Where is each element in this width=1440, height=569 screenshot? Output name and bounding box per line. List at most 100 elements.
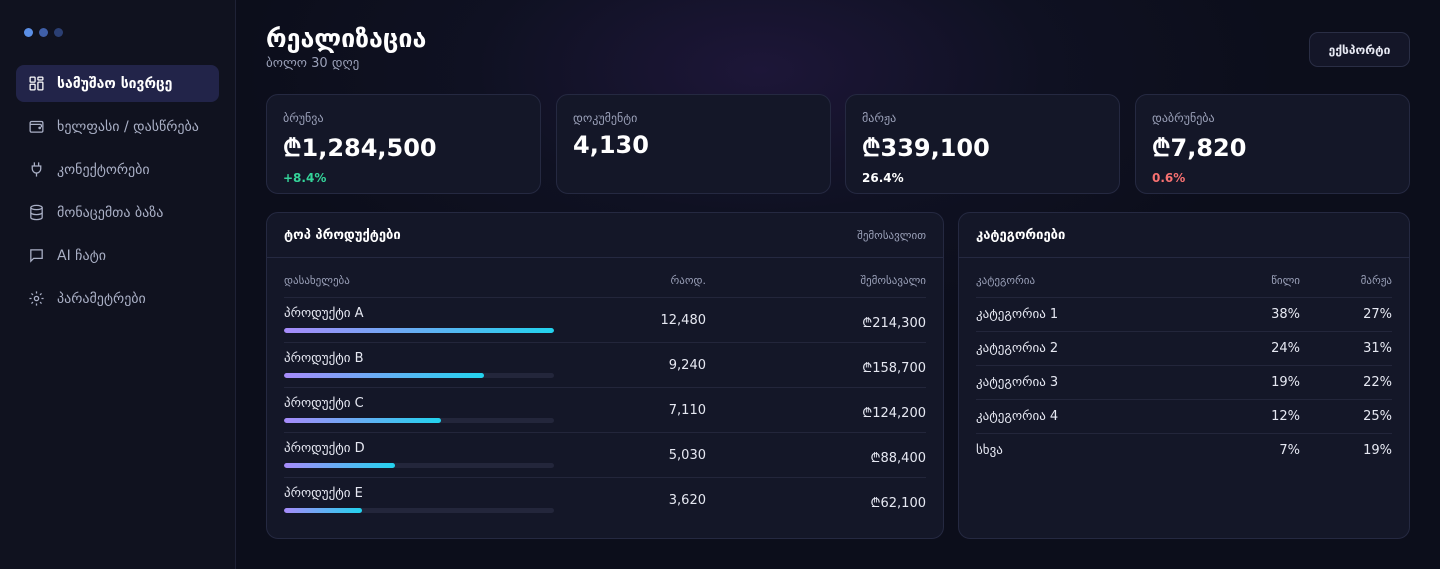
column-header-margin[interactable]: მარჟა [1360,274,1392,287]
top-products-panel: ტოპ პროდუქტები შემოსავლით დასახელება რაო… [266,212,944,539]
dot [54,28,63,37]
table-row[interactable]: პროდუქტი E 3,620 ₾62,100 [284,478,926,523]
share-bar [284,328,554,333]
share-bar-fill [284,508,363,513]
table-row[interactable]: კატეგორია 3 19% 22% [976,366,1392,400]
categories-panel: კატეგორიები კატეგორია წილი მარჟა კატეგორ… [958,212,1410,539]
category-share: 38% [1271,307,1300,322]
dot [24,28,33,37]
column-header-name[interactable]: დასახელება [284,274,350,287]
product-qty: 7,110 [668,403,706,418]
panel-header: ტოპ პროდუქტები შემოსავლით [267,213,943,258]
product-revenue: ₾62,100 [870,496,926,511]
category-name: კატეგორია 2 [976,341,1059,356]
sidebar-item-label: AI ჩატი [57,247,106,264]
kpi-label: მარჟა [862,111,897,125]
sidebar-item-workspace[interactable]: სამუშაო სივრცე [16,65,219,102]
product-qty: 9,240 [668,358,706,373]
product-revenue: ₾214,300 [862,316,926,331]
sidebar-item-database[interactable]: მონაცემთა ბაზა [16,194,219,231]
sidebar-item-payroll[interactable]: ხელფასი / დასწრება [16,108,219,145]
kpi-value: ₾339,100 [862,134,990,162]
share-bar [284,418,554,423]
column-header-qty[interactable]: რაოდ. [670,274,706,287]
sidebar-item-label: სამუშაო სივრცე [57,75,173,92]
sidebar-item-label: კონექტორები [57,161,150,178]
kpi-card-margin: მარჟა ₾339,100 26.4% [845,94,1120,194]
share-bar-fill [284,373,484,378]
table-row[interactable]: კატეგორია 2 24% 31% [976,332,1392,366]
panel-header: კატეგორიები [959,213,1409,258]
category-share: 12% [1271,409,1300,424]
column-header-share[interactable]: წილი [1271,274,1300,287]
table-row[interactable]: პროდუქტი B 9,240 ₾158,700 [284,343,926,388]
table-header: კატეგორია წილი მარჟა [976,258,1392,298]
sidebar-item-settings[interactable]: პარამეტრები [16,280,219,317]
kpi-label: დაბრუნება [1152,111,1215,125]
kpi-delta: 0.6% [1152,171,1186,185]
category-margin: 19% [1363,443,1392,458]
export-button[interactable]: ექსპორტი [1309,32,1410,67]
sidebar-item-label: პარამეტრები [57,290,146,307]
kpi-card-turnover: ბრუნვა ₾1,284,500 +8.4% [266,94,541,194]
sort-label[interactable]: შემოსავლით [857,228,926,242]
category-name: კატეგორია 4 [976,409,1059,424]
sidebar-item-connectors[interactable]: კონექტორები [16,151,219,188]
share-bar-fill [284,418,441,423]
product-qty: 3,620 [668,493,706,508]
table-row[interactable]: კატეგორია 1 38% 27% [976,298,1392,332]
panel-title: ტოპ პროდუქტები [284,227,401,243]
page-subtitle: ბოლო 30 დღე [266,56,360,71]
window-dots [24,28,63,37]
page-title: რეალიზაცია [266,24,427,53]
sidebar: სამუშაო სივრცე ხელფასი / დასწრება კონექტ… [0,0,236,569]
table-row[interactable]: სხვა 7% 19% [976,434,1392,468]
kpi-value: ₾1,284,500 [283,134,437,162]
product-name: პროდუქტი E [284,486,363,501]
product-name: პროდუქტი C [284,396,364,411]
product-qty: 12,480 [660,313,707,328]
kpi-card-documents: დოკუმენტი 4,130 [556,94,831,194]
kpi-delta: +8.4% [283,171,327,185]
share-bar [284,508,554,513]
column-header-revenue[interactable]: შემოსავალი [860,274,926,287]
share-bar [284,373,554,378]
kpi-label: ბრუნვა [283,111,324,125]
sidebar-item-label: მონაცემთა ბაზა [57,204,164,221]
product-name: პროდუქტი B [284,351,364,366]
panel-title: კატეგორიები [976,227,1066,243]
kpi-card-returns: დაბრუნება ₾7,820 0.6% [1135,94,1410,194]
chat-icon [28,247,45,264]
product-revenue: ₾88,400 [870,451,926,466]
dashboard-icon [28,75,45,92]
category-name: სხვა [976,443,1003,458]
table-row[interactable]: კატეგორია 4 12% 25% [976,400,1392,434]
product-qty: 5,030 [668,448,706,463]
sidebar-item-ai-chat[interactable]: AI ჩატი [16,237,219,274]
kpi-value: 4,130 [573,131,649,159]
gear-icon [28,290,45,307]
kpi-delta: 26.4% [862,171,904,185]
column-header-category[interactable]: კატეგორია [976,274,1036,287]
kpi-label: დოკუმენტი [573,111,638,125]
category-margin: 25% [1363,409,1392,424]
wallet-icon [28,118,45,135]
table-row[interactable]: პროდუქტი D 5,030 ₾88,400 [284,433,926,478]
dot [39,28,48,37]
sidebar-nav: სამუშაო სივრცე ხელფასი / დასწრება კონექტ… [16,65,219,323]
category-share: 7% [1279,443,1300,458]
category-name: კატეგორია 3 [976,375,1059,390]
kpi-value: ₾7,820 [1152,134,1247,162]
table-row[interactable]: პროდუქტი A 12,480 ₾214,300 [284,298,926,343]
share-bar-fill [284,463,395,468]
database-icon [28,204,45,221]
product-name: პროდუქტი D [284,441,365,456]
table-row[interactable]: პროდუქტი C 7,110 ₾124,200 [284,388,926,433]
category-share: 24% [1271,341,1300,356]
product-name: პროდუქტი A [284,306,364,321]
table-header: დასახელება რაოდ. შემოსავალი [284,258,926,298]
plug-icon [28,161,45,178]
category-name: კატეგორია 1 [976,307,1059,322]
category-margin: 22% [1363,375,1392,390]
share-bar-fill [284,328,554,333]
